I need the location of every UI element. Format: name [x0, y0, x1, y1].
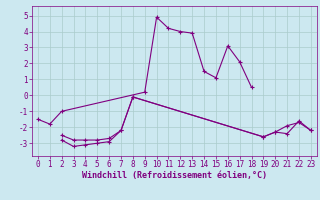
X-axis label: Windchill (Refroidissement éolien,°C): Windchill (Refroidissement éolien,°C): [82, 171, 267, 180]
